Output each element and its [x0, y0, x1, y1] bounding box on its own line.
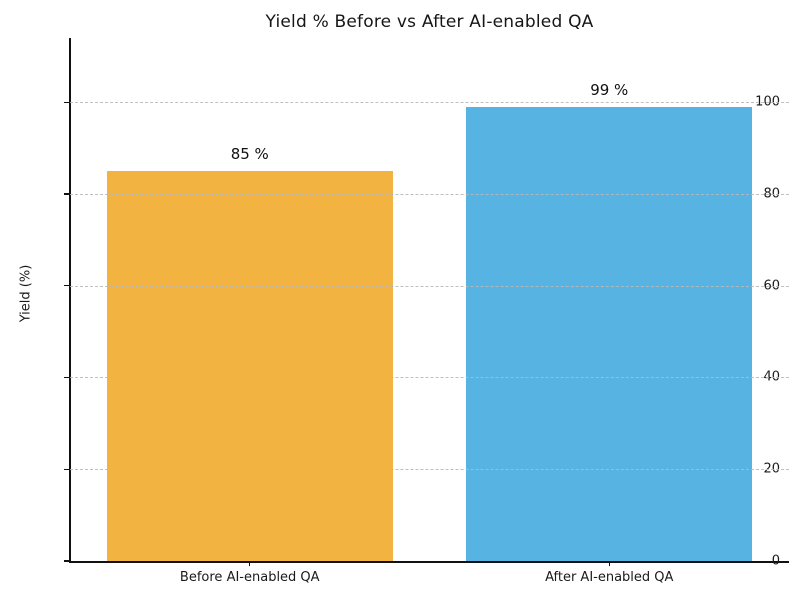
- chart-title: Yield % Before vs After AI-enabled QA: [265, 12, 594, 32]
- y-axis-spine: [69, 38, 71, 561]
- y-tick-mark: [64, 468, 69, 470]
- y-axis-label: Yield (%): [18, 264, 34, 323]
- gridline-y-80: [70, 193, 789, 195]
- bar-before: [106, 171, 393, 561]
- y-tick-mark: [64, 560, 69, 562]
- y-tick-mark: [64, 376, 69, 379]
- gridline-y-40: [70, 377, 789, 379]
- x-tick-mark: [608, 561, 610, 566]
- bar-after: [466, 106, 753, 561]
- gridline-y-100: [70, 102, 789, 104]
- y-tick-label: 0: [771, 553, 780, 569]
- plot-area: 0 20 40 60 80 100 85 % Before AI-enabled QA 99 %…: [64, 38, 789, 585]
- gridline-y-60: [70, 285, 789, 287]
- x-tick-label: Before AI-enabled QA: [179, 570, 320, 585]
- x-tick-label: After AI-enabled QA: [545, 570, 674, 585]
- x-tick-mark: [249, 561, 251, 566]
- y-tick-mark: [64, 193, 69, 195]
- bar-value-label: 85 %: [230, 145, 269, 164]
- y-tick-mark: [64, 101, 69, 103]
- y-tick-mark: [64, 285, 69, 287]
- bar-value-label: 99 %: [590, 80, 629, 99]
- x-axis-spine: [69, 560, 789, 563]
- gridline-y-20: [70, 469, 789, 471]
